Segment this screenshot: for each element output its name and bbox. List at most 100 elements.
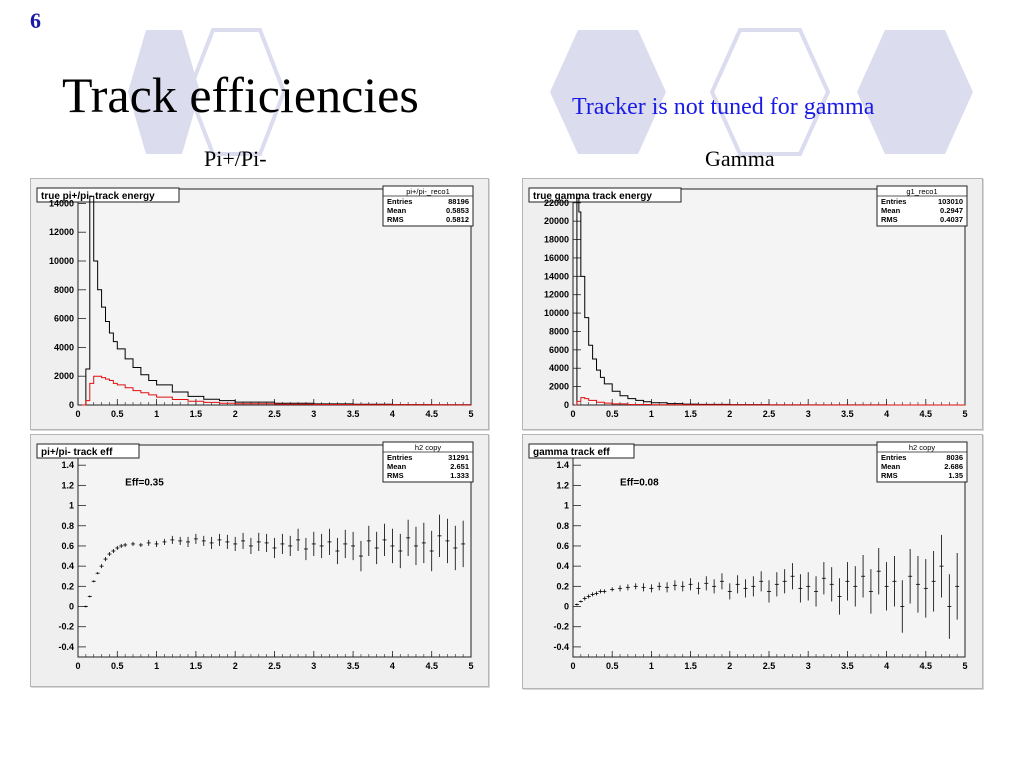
stats-value: 88196 (448, 197, 469, 206)
x-tick-label: 0 (75, 409, 80, 419)
stats-label: Entries (387, 197, 412, 206)
stats-value: 103010 (938, 197, 963, 206)
chart-title: true pi+/pi- track energy (41, 191, 155, 202)
x-tick-label: 1 (649, 409, 654, 419)
y-tick-label: -0.2 (58, 622, 74, 632)
hexagon-shape (128, 30, 200, 154)
y-tick-label: 2000 (54, 371, 74, 381)
stats-value: 1.333 (450, 471, 469, 480)
x-tick-label: 4.5 (425, 409, 438, 419)
x-tick-label: 2.5 (763, 661, 776, 671)
y-tick-label: 0.8 (61, 521, 74, 531)
column-label-pion: Pi+/Pi- (204, 146, 267, 171)
x-tick-label: 2 (727, 661, 732, 671)
stats-label: Entries (881, 453, 906, 462)
y-tick-label: 16000 (544, 253, 569, 263)
x-tick-label: 3 (806, 661, 811, 671)
stats-label: RMS (387, 215, 404, 224)
x-tick-label: 1.5 (684, 409, 697, 419)
x-tick-label: 2.5 (763, 409, 776, 419)
x-tick-label: 1 (154, 409, 159, 419)
slide-number: 6 (30, 8, 41, 33)
y-tick-label: 8000 (54, 285, 74, 295)
x-tick-label: 3.5 (841, 409, 854, 419)
efficiency-annotation: Eff=0.35 (125, 477, 164, 488)
y-tick-label: 1.2 (61, 480, 74, 490)
x-tick-label: 5 (468, 661, 473, 671)
y-tick-label: 4000 (549, 363, 569, 373)
y-tick-label: 20000 (544, 216, 569, 226)
x-tick-label: 3.5 (347, 409, 360, 419)
y-tick-label: 12000 (544, 290, 569, 300)
x-tick-label: 2 (233, 661, 238, 671)
stats-name: h2 copy (415, 443, 442, 452)
chart-title: pi+/pi- track eff (41, 447, 113, 458)
chart-title: true gamma track energy (533, 191, 652, 202)
stats-value: 2.651 (450, 462, 469, 471)
x-tick-label: 0.5 (606, 409, 619, 419)
y-tick-label: 10000 (49, 256, 74, 266)
y-tick-label: 1.4 (556, 460, 569, 470)
x-tick-label: 4.5 (920, 409, 933, 419)
x-tick-label: 2 (727, 409, 732, 419)
pi-eff-pad: pi+/pi- track eff h2 copy Entries 31291 Mean… (30, 434, 489, 687)
x-tick-label: 1 (154, 661, 159, 671)
stats-name: g1_reco1 (906, 187, 937, 196)
y-tick-label: 6000 (549, 345, 569, 355)
x-tick-label: 3 (806, 409, 811, 419)
gamma-eff-pad: gamma track eff h2 copy Entries 8036 Mean 2.6… (522, 434, 983, 689)
page-title: Track efficiencies (62, 67, 419, 123)
stats-label: Entries (387, 453, 412, 462)
x-tick-label: 3 (311, 661, 316, 671)
stats-label: Entries (881, 197, 906, 206)
y-tick-label: 1 (564, 501, 569, 511)
y-tick-label: 18000 (544, 235, 569, 245)
pi-energy-chart: true pi+/pi- track energy pi+/pi-_reco1En… (36, 185, 474, 419)
y-tick-label: -0.2 (553, 622, 569, 632)
tracker-note: Tracker is not tuned for gamma (572, 94, 875, 120)
hexagon-shape (857, 30, 973, 154)
gamma-energy-pad: true gamma track energy g1_reco1 Entries 10… (522, 178, 983, 430)
stats-box (876, 185, 968, 227)
x-tick-label: 0 (570, 409, 575, 419)
column-label-gamma: Gamma (705, 146, 775, 171)
x-tick-label: 4 (390, 661, 395, 671)
y-tick-label: 2000 (549, 382, 569, 392)
hexagon-decoration (128, 28, 973, 156)
stats-value: 31291 (448, 453, 469, 462)
y-tick-label: 0 (69, 400, 74, 410)
stats-value: 0.2947 (940, 206, 963, 215)
y-tick-label: 0 (69, 602, 74, 612)
x-tick-label: 1 (649, 661, 654, 671)
y-tick-label: 8000 (549, 326, 569, 336)
stats-value: 1.35 (948, 471, 963, 480)
stats-label: RMS (881, 215, 898, 224)
y-tick-label: 0 (564, 602, 569, 612)
y-tick-label: 1 (69, 501, 74, 511)
y-tick-label: 4000 (54, 342, 74, 352)
stats-label: Mean (881, 206, 901, 215)
x-tick-label: 1.5 (684, 661, 697, 671)
chart-title: gamma track eff (533, 447, 610, 458)
x-tick-label: 0.5 (111, 409, 124, 419)
y-tick-label: 0.4 (61, 561, 74, 571)
x-tick-label: 4.5 (920, 661, 933, 671)
y-tick-label: 10000 (544, 308, 569, 318)
y-tick-label: 0.6 (556, 541, 569, 551)
red-histogram-series (81, 375, 472, 406)
y-tick-label: -0.4 (58, 642, 74, 652)
chart-title-box (36, 443, 140, 459)
stats-value: 0.5812 (446, 215, 469, 224)
stats-box (382, 185, 474, 227)
y-tick-label: -0.4 (553, 642, 569, 652)
x-tick-label: 1.5 (190, 661, 203, 671)
x-tick-label: 1.5 (190, 409, 203, 419)
stats-value: 8036 (946, 453, 963, 462)
stats-label: RMS (387, 471, 404, 480)
y-tick-label: 14000 (49, 198, 74, 208)
y-tick-label: 14000 (544, 271, 569, 281)
chart-title-box (528, 187, 682, 203)
